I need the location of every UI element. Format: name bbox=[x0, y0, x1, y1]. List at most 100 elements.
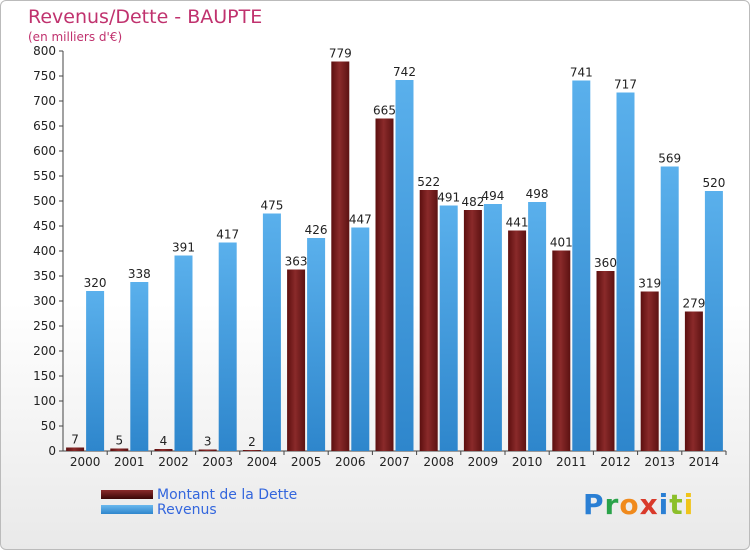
legend-label-dette: Montant de la Dette bbox=[157, 487, 298, 503]
y-tick-label: 0 bbox=[48, 444, 56, 458]
y-tick-label: 600 bbox=[33, 144, 56, 158]
data-label-dette: 319 bbox=[638, 277, 661, 291]
data-label-revenus: 417 bbox=[216, 228, 239, 242]
x-tick-label: 2013 bbox=[644, 455, 675, 469]
y-tick-label: 450 bbox=[33, 219, 56, 233]
bar-revenus bbox=[174, 255, 193, 451]
x-tick-label: 2001 bbox=[114, 455, 145, 469]
bar-revenus bbox=[528, 202, 547, 451]
y-tick-label: 100 bbox=[33, 394, 56, 408]
x-tick-label: 2012 bbox=[600, 455, 631, 469]
bar-revenus bbox=[395, 80, 414, 451]
data-label-revenus: 475 bbox=[260, 199, 283, 213]
logo-letter: t bbox=[669, 488, 684, 521]
data-label-dette: 522 bbox=[417, 175, 440, 189]
bar-revenus bbox=[572, 80, 591, 451]
proxiti-logo: Proxiti bbox=[583, 488, 694, 521]
y-tick-label: 250 bbox=[33, 319, 56, 333]
bar-dette bbox=[684, 311, 703, 451]
bar-revenus bbox=[130, 282, 149, 451]
data-label-revenus: 494 bbox=[481, 189, 504, 203]
y-tick-label: 350 bbox=[33, 269, 56, 283]
x-tick-label: 2008 bbox=[423, 455, 454, 469]
bar-dette bbox=[640, 291, 659, 451]
data-label-dette: 665 bbox=[373, 104, 396, 118]
y-tick-label: 200 bbox=[33, 344, 56, 358]
y-tick-label: 650 bbox=[33, 119, 56, 133]
bar-dette bbox=[331, 61, 350, 451]
data-label-dette: 5 bbox=[115, 434, 123, 448]
bars bbox=[66, 61, 723, 451]
bar-dette bbox=[375, 118, 394, 451]
logo-letter: i bbox=[683, 488, 695, 521]
x-tick-label: 2014 bbox=[689, 455, 720, 469]
axes: 0 50 100 150 200 250 300 350 400 450 500 550 600 650 7… bbox=[33, 44, 727, 469]
x-tick-label: 2004 bbox=[247, 455, 278, 469]
data-label-dette: 363 bbox=[285, 255, 308, 269]
bar-dette bbox=[552, 250, 571, 451]
y-tick-label: 50 bbox=[41, 419, 56, 433]
bar-dette bbox=[287, 269, 306, 451]
data-label-revenus: 520 bbox=[702, 176, 725, 190]
data-label-revenus: 491 bbox=[437, 191, 460, 205]
bar-dette bbox=[242, 450, 261, 451]
x-tick-label: 2000 bbox=[70, 455, 101, 469]
y-tick-label: 750 bbox=[33, 69, 56, 83]
bar-revenus bbox=[351, 227, 370, 451]
legend-swatch-dette bbox=[101, 490, 153, 499]
data-label-revenus: 338 bbox=[128, 267, 151, 281]
data-labels: 7 320 5 338 4 391 3 417 2 475 363 426 779 447 665 742 52… bbox=[71, 47, 725, 450]
data-label-revenus: 391 bbox=[172, 241, 195, 255]
bar-dette bbox=[508, 230, 527, 451]
data-label-revenus: 498 bbox=[526, 187, 549, 201]
bar-dette bbox=[110, 448, 129, 451]
bar-revenus bbox=[439, 205, 458, 451]
bar-revenus bbox=[483, 204, 502, 451]
y-tick-label: 150 bbox=[33, 369, 56, 383]
bar-dette bbox=[154, 449, 173, 451]
chart-subtitle: (en milliers d'€) bbox=[28, 30, 123, 44]
chart-title: Revenus/Dette - BAUPTE bbox=[28, 6, 263, 28]
bar-revenus bbox=[307, 238, 326, 451]
data-label-dette: 482 bbox=[461, 195, 484, 209]
logo-letter: o bbox=[619, 488, 640, 521]
bar-revenus bbox=[86, 291, 105, 451]
data-label-revenus: 742 bbox=[393, 65, 416, 79]
x-tick-label: 2003 bbox=[202, 455, 233, 469]
bar-revenus bbox=[704, 191, 723, 451]
bar-dette bbox=[596, 271, 615, 451]
data-label-revenus: 320 bbox=[84, 276, 107, 290]
data-label-revenus: 741 bbox=[570, 66, 593, 80]
x-tick-label: 2009 bbox=[468, 455, 499, 469]
logo-letter: i bbox=[658, 488, 670, 521]
x-tick-label: 2007 bbox=[379, 455, 410, 469]
legend-label-revenus: Revenus bbox=[157, 502, 217, 518]
logo-letter: r bbox=[604, 488, 620, 521]
bar-revenus bbox=[218, 242, 237, 451]
data-label-dette: 3 bbox=[204, 435, 212, 449]
y-tick-label: 500 bbox=[33, 194, 56, 208]
bar-revenus bbox=[616, 92, 635, 451]
y-tick-label: 300 bbox=[33, 294, 56, 308]
logo-letter: P bbox=[583, 488, 605, 521]
logo-letter: x bbox=[639, 488, 659, 521]
bar-revenus bbox=[262, 213, 281, 451]
data-label-dette: 2 bbox=[248, 435, 256, 449]
y-tick-label: 800 bbox=[33, 44, 56, 58]
data-label-revenus: 717 bbox=[614, 78, 637, 92]
bar-dette bbox=[198, 449, 217, 451]
data-label-dette: 4 bbox=[160, 434, 168, 448]
bar-dette bbox=[463, 210, 482, 451]
bar-dette bbox=[66, 447, 85, 451]
x-tick-label: 2006 bbox=[335, 455, 366, 469]
data-label-dette: 7 bbox=[71, 433, 79, 447]
bar-dette bbox=[419, 190, 438, 451]
data-label-dette: 779 bbox=[329, 47, 352, 61]
data-label-revenus: 426 bbox=[305, 223, 328, 237]
y-tick-label: 700 bbox=[33, 94, 56, 108]
data-label-dette: 401 bbox=[550, 236, 573, 250]
legend-swatch-revenus bbox=[101, 505, 153, 514]
data-label-dette: 360 bbox=[594, 256, 617, 270]
